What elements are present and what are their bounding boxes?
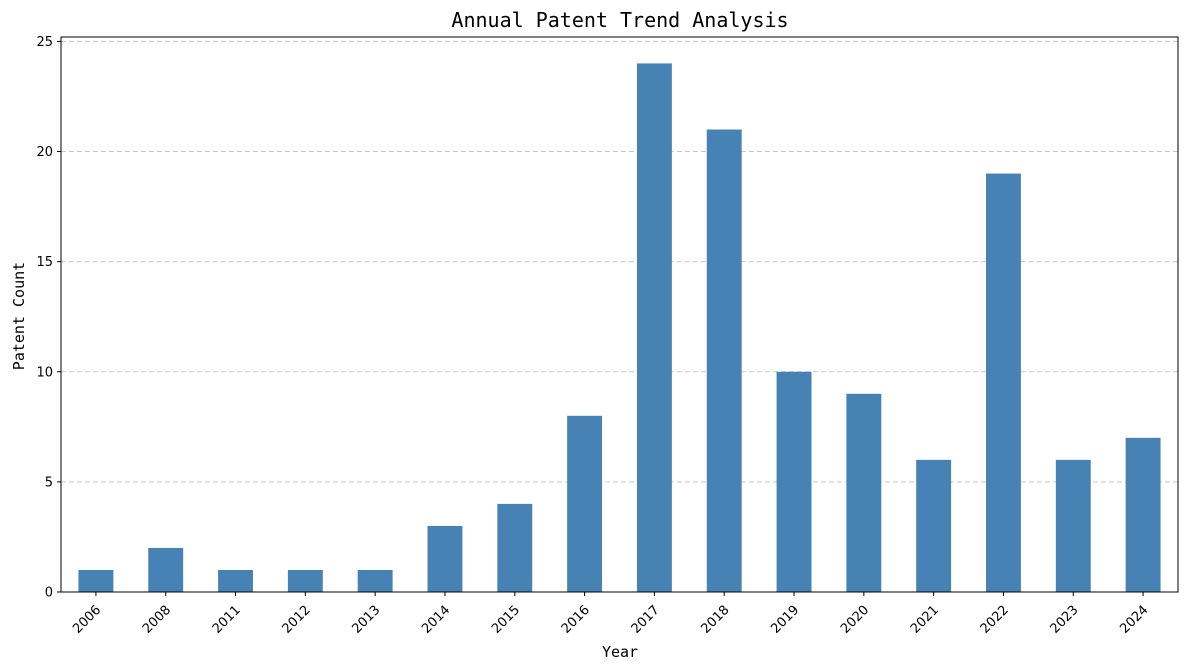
- x-tick-label: 2020: [838, 603, 872, 637]
- x-tick-label: 2019: [768, 603, 802, 637]
- bar-2018: [707, 130, 742, 593]
- bar-2006: [78, 570, 113, 592]
- x-tick-label: 2024: [1117, 603, 1151, 637]
- bar-2023: [1056, 460, 1091, 592]
- bar-2017: [637, 63, 672, 592]
- bar-2020: [846, 394, 881, 592]
- bar-2022: [986, 174, 1021, 592]
- bar-2021: [916, 460, 951, 592]
- bar-2013: [358, 570, 393, 592]
- bar-2014: [428, 526, 463, 592]
- x-tick-label: 2016: [559, 603, 593, 637]
- x-tick-label: 2017: [629, 603, 663, 637]
- x-tick-label: 2022: [978, 603, 1012, 637]
- bar-2012: [288, 570, 323, 592]
- y-tick-label: 0: [45, 586, 53, 601]
- x-tick-label: 2014: [419, 603, 453, 637]
- y-tick-label: 20: [36, 145, 53, 160]
- x-tick-label: 2008: [140, 603, 174, 637]
- y-tick-label: 10: [36, 365, 53, 380]
- bar-2015: [497, 504, 532, 592]
- x-tick-label: 2018: [699, 603, 733, 637]
- x-tick-label: 2012: [280, 603, 314, 637]
- bar-2016: [567, 416, 602, 592]
- y-tick-label: 25: [36, 35, 53, 50]
- y-tick-label: 15: [36, 255, 53, 270]
- x-tick-label: 2011: [210, 603, 244, 637]
- x-tick-label: 2021: [908, 603, 942, 637]
- x-tick-label: 2023: [1048, 603, 1082, 637]
- bar-2024: [1126, 438, 1161, 592]
- bars: [78, 63, 1160, 592]
- bar-2008: [148, 548, 183, 592]
- x-axis-ticks: 2006 2008 2011 2012 2013 2014 2015 2016 2017 2018…: [70, 592, 1151, 637]
- y-axis-label: Patent Count: [10, 262, 28, 370]
- bar-2011: [218, 570, 253, 592]
- x-tick-label: 2006: [70, 603, 104, 637]
- chart-title: Annual Patent Trend Analysis: [451, 8, 788, 32]
- y-tick-label: 5: [45, 475, 53, 490]
- x-tick-label: 2013: [349, 603, 383, 637]
- bar-2019: [777, 372, 812, 592]
- y-axis-ticks: 0 5 10 15 20 25: [36, 35, 61, 601]
- x-tick-label: 2015: [489, 603, 523, 637]
- x-axis-label: Year: [602, 643, 638, 661]
